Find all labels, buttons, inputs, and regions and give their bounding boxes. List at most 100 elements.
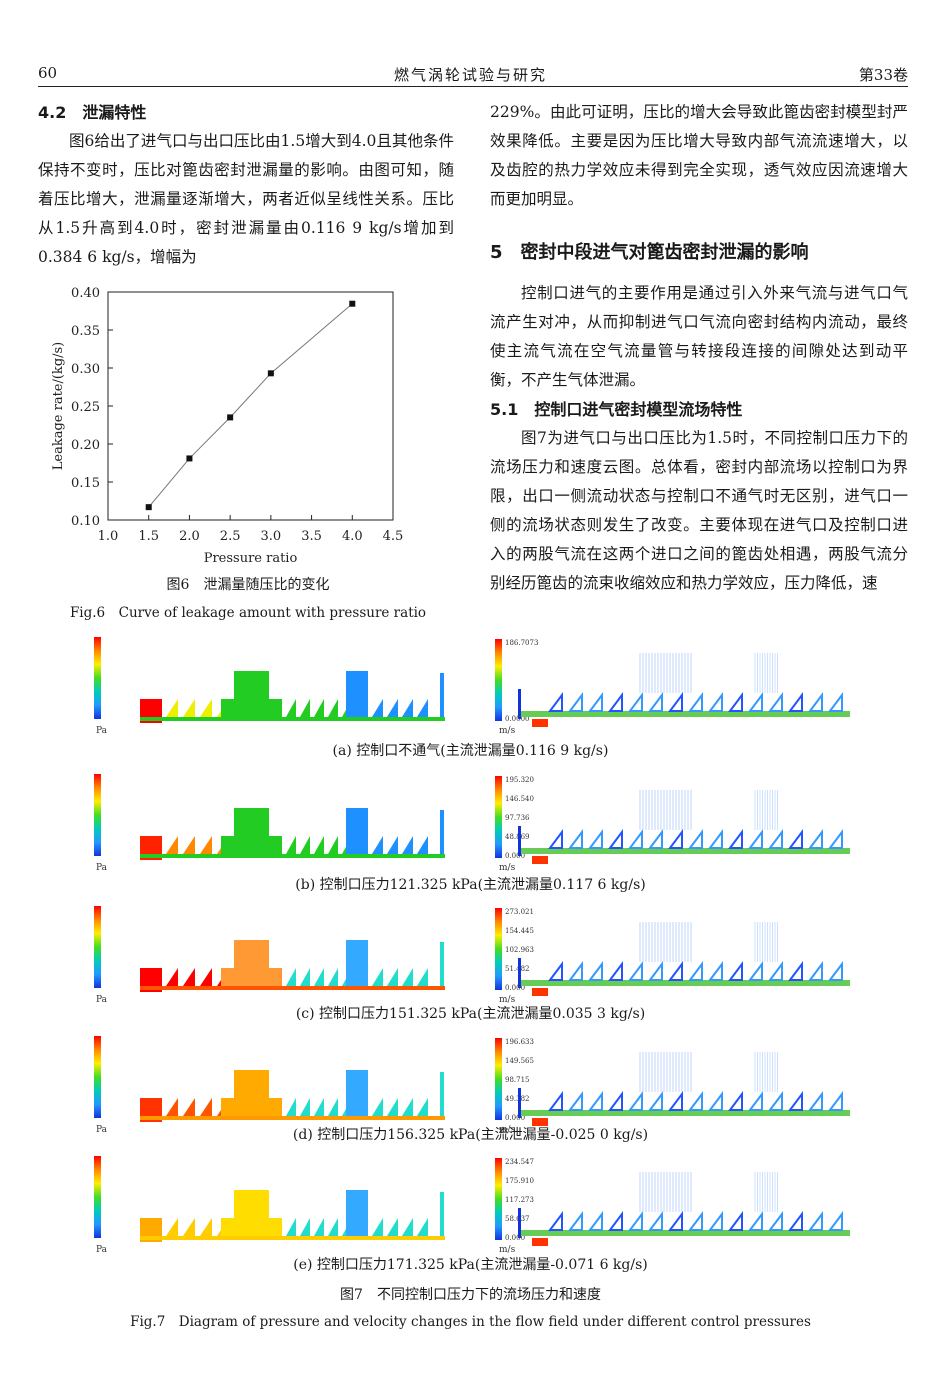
pressure-legend-bar xyxy=(94,906,101,988)
velocity-vector-tooth xyxy=(688,829,703,849)
fig7-caption-en: Fig.7 Diagram of pressure and velocity c… xyxy=(130,1314,811,1330)
velocity-tick-label: 149.565 xyxy=(505,1057,534,1065)
fig7-panel-b: Pa 195.320 0.000 146.540 97.736 48.869 m/s xyxy=(94,774,850,873)
y-tick-label-5: 0.35 xyxy=(71,324,100,339)
velocity-vector-tooth xyxy=(728,961,743,981)
velocity-tick-label: 48.869 xyxy=(505,833,530,841)
velocity-vector-tooth xyxy=(608,1211,623,1231)
velocity-max-label: 195.320 xyxy=(505,776,534,784)
velocity-vector-tooth xyxy=(788,1211,803,1231)
tooth xyxy=(166,1098,178,1116)
velocity-vector-tooth xyxy=(828,1211,843,1231)
velocity-vector-tooth xyxy=(588,692,603,712)
outlet-chamber xyxy=(346,671,368,717)
velocity-max-label: 234.547 xyxy=(505,1158,534,1166)
velocity-inlet-wall xyxy=(518,958,521,988)
velocity-tick-label: 98.715 xyxy=(505,1076,530,1084)
tooth xyxy=(166,699,178,717)
y-tick-label-6: 0.40 xyxy=(71,286,100,301)
velocity-tick-label: 175.910 xyxy=(505,1177,534,1185)
tooth xyxy=(328,1218,338,1236)
velocity-max-label: 196.633 xyxy=(505,1038,534,1046)
tooth xyxy=(300,1218,310,1236)
velocity-vector-tooth xyxy=(588,961,603,981)
velocity-vector-tooth xyxy=(588,1091,603,1111)
journal-title: 燃气涡轮试验与研究 xyxy=(393,66,547,84)
velocity-unit-label: m/s xyxy=(499,1125,516,1135)
tooth xyxy=(417,699,428,717)
velocity-vector-tooth xyxy=(608,961,623,981)
tooth xyxy=(314,699,324,717)
velocity-vector-tooth xyxy=(668,1091,683,1111)
velocity-vector-tooth xyxy=(648,692,663,712)
velocity-vector-tooth xyxy=(628,961,643,981)
velocity-vector-tooth xyxy=(728,829,743,849)
fig7-subcaption-d: (d) 控制口压力156.325 kPa(主流泄漏量-0.025 0 kg/s) xyxy=(292,1127,649,1143)
velocity-tick-label: 51.482 xyxy=(505,965,530,973)
velocity-unit-label: m/s xyxy=(499,1245,516,1255)
tooth xyxy=(183,968,195,986)
velocity-min-label: 0.000 xyxy=(505,984,525,992)
outlet-chamber xyxy=(346,808,368,854)
tooth xyxy=(314,968,324,986)
tooth xyxy=(387,699,398,717)
tooth xyxy=(166,836,178,854)
outlet-wall xyxy=(440,1192,444,1236)
velocity-hotspot xyxy=(532,719,548,727)
velocity-vector-tooth xyxy=(768,961,783,981)
outlet-chamber xyxy=(346,1190,368,1236)
velocity-jet xyxy=(520,980,850,986)
tooth xyxy=(314,836,324,854)
velocity-vector-tooth xyxy=(748,829,763,849)
velocity-max-label: 273.021 xyxy=(505,908,534,916)
tooth xyxy=(286,1098,296,1116)
fig7-subcaption-a: (a) 控制口不通气(主流泄漏量0.116 9 kg/s) xyxy=(332,743,609,759)
tooth xyxy=(183,1098,195,1116)
velocity-vector-tooth xyxy=(808,1211,823,1231)
series-line xyxy=(148,303,353,508)
velocity-min-label: 0.000 xyxy=(505,1114,525,1122)
velocity-tick-label: 146.540 xyxy=(505,795,534,803)
x-tick-label-2: 2.0 xyxy=(179,529,200,544)
velocity-vector-tooth xyxy=(648,1091,663,1111)
fig6-caption-cn: 图6 泄漏量随压比的变化 xyxy=(166,577,330,593)
x-tick-label-4: 3.0 xyxy=(261,529,282,544)
velocity-vector-tooth xyxy=(628,1091,643,1111)
velocity-legend-bar xyxy=(495,639,502,721)
velocity-inlet-wall xyxy=(518,689,521,719)
x-tick-label-0: 1.0 xyxy=(98,529,119,544)
tooth xyxy=(200,1098,212,1116)
velocity-tick-label: 117.273 xyxy=(505,1196,534,1204)
tooth xyxy=(183,1218,195,1236)
velocity-inlet-wall xyxy=(518,1088,521,1118)
fig7-subcaption-c: (c) 控制口压力151.325 kPa(主流泄漏量0.035 3 kg/s) xyxy=(295,1006,646,1022)
x-tick-label-3: 2.5 xyxy=(220,529,241,544)
velocity-unit-label: m/s xyxy=(499,995,516,1005)
velocity-hotspot xyxy=(532,856,548,864)
velocity-vector-tooth xyxy=(828,829,843,849)
pressure-legend-bar xyxy=(94,637,101,719)
velocity-vector-tooth xyxy=(708,1091,723,1111)
tooth xyxy=(314,1098,324,1116)
velocity-vector-tooth xyxy=(708,692,723,712)
control-chamber-base xyxy=(221,836,282,854)
velocity-vector-tooth xyxy=(628,829,643,849)
tooth xyxy=(372,1218,383,1236)
velocity-vector-tooth xyxy=(768,1211,783,1231)
right-column: 229%。由此可证明，压比的增大会导致此篦齿密封模型封严效果降低。主要是因为压比… xyxy=(490,98,908,598)
tooth xyxy=(417,836,428,854)
velocity-vector-tooth xyxy=(668,961,683,981)
left-column: 4.2 泄漏特性 图6给出了进气口与出口压比由1.5增大到4.0且其他条件保持不… xyxy=(38,98,454,272)
velocity-vector-tooth xyxy=(688,692,703,712)
velocity-vector-tooth xyxy=(748,961,763,981)
tooth xyxy=(372,836,383,854)
velocity-vector-tooth xyxy=(668,692,683,712)
velocity-vector-tooth xyxy=(628,1211,643,1231)
velocity-vector-tooth xyxy=(828,692,843,712)
velocity-vector-tooth xyxy=(728,1211,743,1231)
velocity-vector-tooth xyxy=(748,1211,763,1231)
control-chamber-base xyxy=(221,1098,282,1116)
pressure-unit-label: Pa xyxy=(96,726,108,736)
velocity-legend-bar xyxy=(495,776,502,858)
velocity-tick-label: 102.963 xyxy=(505,946,534,954)
